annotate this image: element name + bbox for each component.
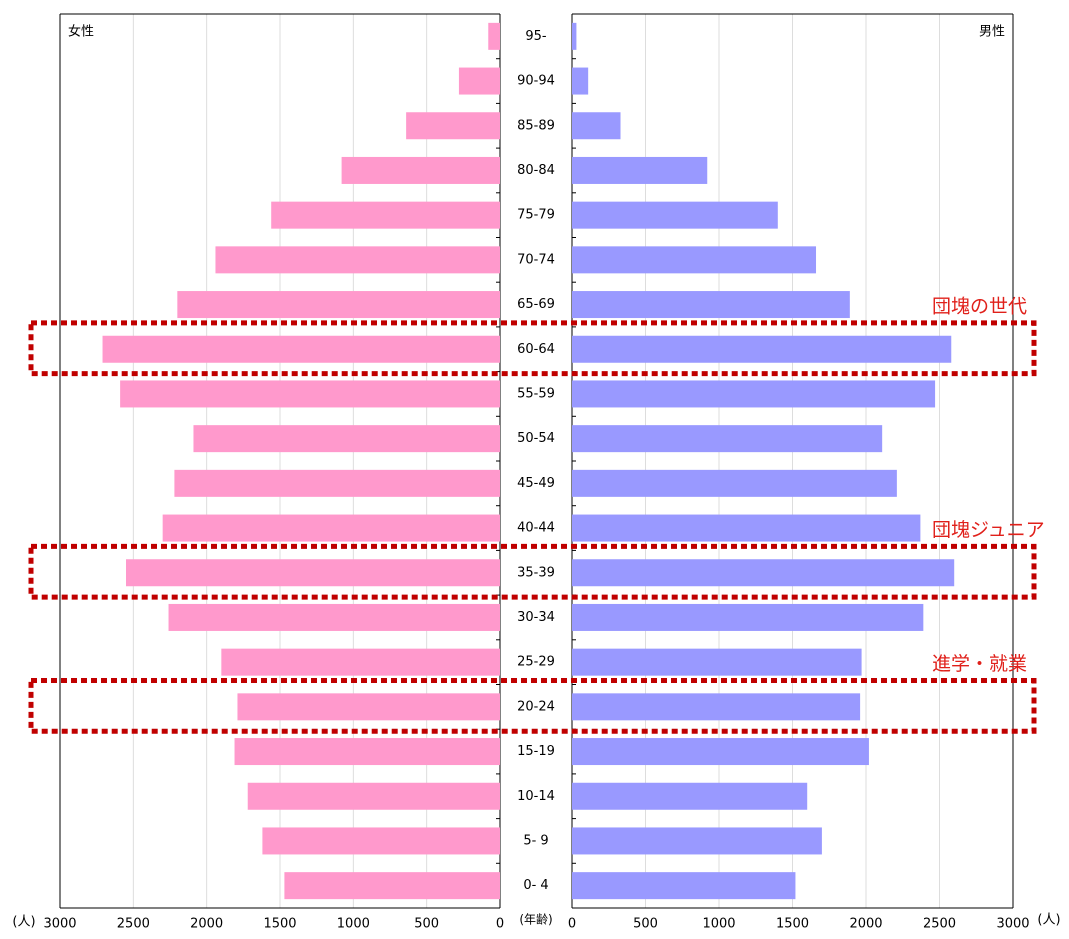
- highlight-box: [28, 320, 1037, 377]
- x-axis-label: (人): [1037, 913, 1060, 928]
- bar: [572, 201, 778, 229]
- bar: [247, 782, 500, 810]
- category-label: 45-49: [517, 476, 555, 491]
- bar: [174, 469, 500, 497]
- category-label: 0- 4: [523, 878, 548, 893]
- bar: [572, 872, 796, 900]
- bar: [572, 827, 822, 855]
- x-tick-label: 2500: [117, 917, 150, 932]
- x-tick-label: 1500: [263, 917, 296, 932]
- legend-label: 女性: [68, 24, 94, 40]
- category-label: 55-59: [517, 386, 555, 401]
- category-label: 60-64: [517, 342, 555, 357]
- bar: [572, 246, 817, 274]
- bar: [572, 67, 589, 95]
- highlight-box: [28, 543, 1037, 600]
- category-label: 50-54: [517, 431, 555, 446]
- x-tick-label: 2000: [849, 917, 882, 932]
- x-tick-label: 2000: [190, 917, 223, 932]
- highlight-box: [28, 678, 1037, 734]
- x-tick-label: 2500: [923, 917, 956, 932]
- bar: [572, 738, 869, 766]
- bar: [234, 738, 501, 766]
- bar: [237, 693, 500, 721]
- category-label: 20-24: [517, 699, 555, 714]
- bar: [221, 648, 501, 676]
- x-tick-label: 1500: [776, 917, 809, 932]
- x-tick-label: 500: [633, 917, 658, 932]
- bar: [572, 22, 577, 50]
- x-tick-label: 500: [414, 917, 439, 932]
- bar: [120, 380, 500, 408]
- bar: [572, 335, 952, 363]
- bar: [572, 514, 921, 542]
- bar: [102, 335, 501, 363]
- category-label: 25-29: [517, 655, 555, 670]
- bar: [341, 156, 500, 184]
- annotation: 団塊の世代: [932, 295, 1027, 317]
- category-axis-label: (年齢): [519, 912, 552, 927]
- x-tick-label: 3000: [996, 917, 1029, 932]
- bar: [284, 872, 500, 900]
- bar: [572, 291, 850, 319]
- category-label: 95-: [525, 29, 547, 44]
- legend-label: 男性: [979, 25, 1005, 40]
- bar: [572, 693, 861, 721]
- category-label: 80-84: [517, 163, 555, 178]
- category-label: 65-69: [517, 297, 555, 312]
- category-label: 35-39: [517, 565, 555, 580]
- x-axis-label: (人): [12, 915, 35, 930]
- bar: [572, 469, 897, 497]
- bar: [262, 827, 500, 855]
- x-tick-label: 3000: [43, 917, 76, 932]
- category-label: 70-74: [517, 252, 555, 267]
- x-tick-label: 1000: [702, 917, 735, 932]
- bar: [572, 156, 708, 184]
- category-label: 40-44: [517, 521, 555, 536]
- bar: [126, 559, 500, 587]
- x-tick-label: 1000: [337, 917, 370, 932]
- bar: [572, 425, 883, 453]
- bar: [215, 246, 500, 274]
- category-label: 85-89: [517, 118, 555, 133]
- bar: [572, 380, 936, 408]
- category-label: 75-79: [517, 208, 555, 223]
- bar: [572, 112, 621, 140]
- category-label: 30-34: [517, 610, 555, 625]
- bar: [572, 559, 955, 587]
- x-tick-label: 0: [496, 917, 504, 932]
- bar: [406, 112, 500, 140]
- category-label: 15-19: [517, 744, 555, 759]
- bar: [488, 22, 500, 50]
- category-label: 5- 9: [523, 833, 548, 848]
- bar: [572, 782, 808, 810]
- bar: [168, 603, 501, 631]
- annotation: 進学・就業: [932, 653, 1027, 675]
- bar: [572, 648, 862, 676]
- x-tick-label: 0: [568, 917, 576, 932]
- category-label: 90-94: [517, 74, 555, 89]
- bar: [193, 425, 500, 453]
- category-label: 10-14: [517, 789, 555, 804]
- bar: [572, 603, 924, 631]
- bar: [177, 291, 501, 319]
- bar: [458, 67, 500, 95]
- bar: [271, 201, 500, 229]
- annotation: 団塊ジュニア: [932, 519, 1045, 541]
- bar: [162, 514, 500, 542]
